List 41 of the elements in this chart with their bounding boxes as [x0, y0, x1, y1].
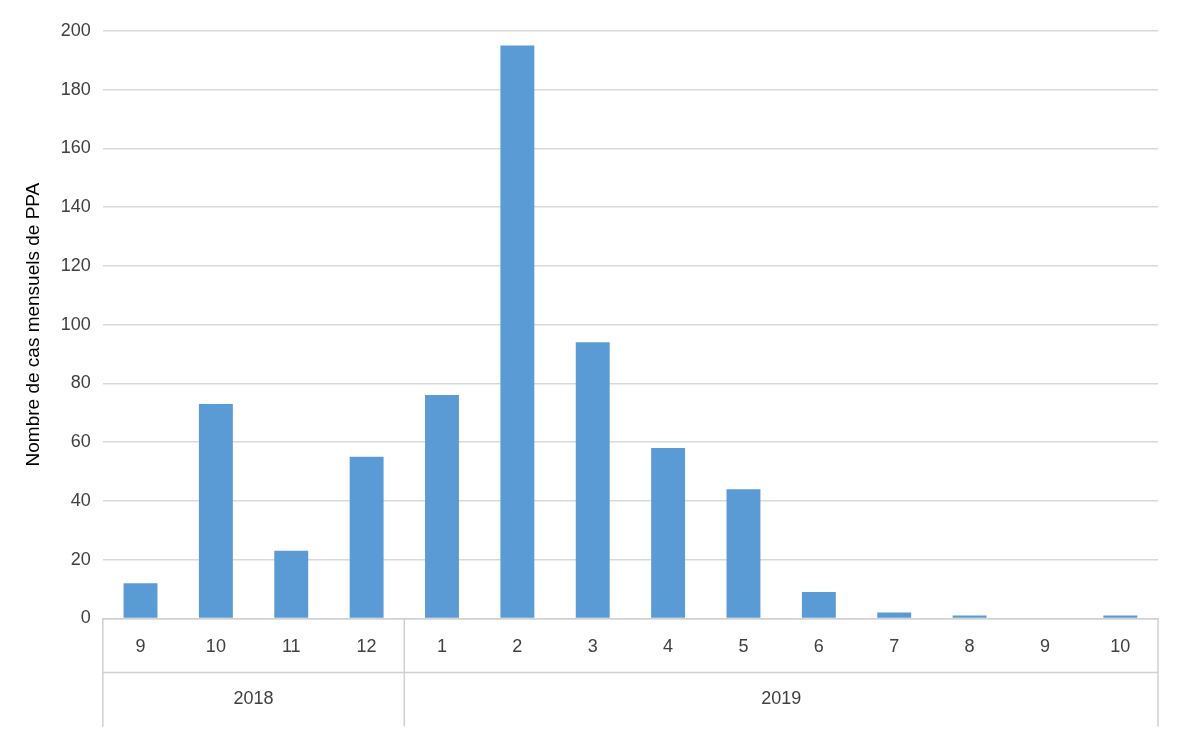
- bar: [726, 489, 761, 618]
- y-axis-title: Nombre de cas mensuels de PPA: [21, 182, 43, 467]
- bar: [349, 456, 384, 618]
- bar: [500, 45, 535, 618]
- x-tick-label: 4: [663, 636, 674, 657]
- y-tick-label: 100: [60, 313, 91, 334]
- bar: [575, 342, 610, 618]
- bar: [274, 550, 309, 618]
- x-tick-label: 9: [1039, 636, 1050, 657]
- text: 2018: [233, 688, 274, 709]
- y-tick-label: 140: [60, 196, 91, 217]
- x-tick-label: 9: [135, 636, 146, 657]
- y-tick-label: 160: [60, 137, 91, 158]
- x-tick-label: 10: [205, 636, 226, 657]
- bar: [651, 448, 686, 618]
- x-tick-label: 6: [813, 636, 824, 657]
- bar: [1103, 615, 1138, 618]
- bar: [123, 583, 158, 618]
- y-tick-label: 80: [70, 372, 91, 393]
- y-tick-label: 120: [60, 254, 91, 275]
- x-tick-label: 8: [964, 636, 975, 657]
- y-tick-label: 20: [70, 548, 91, 569]
- x-tick-label: 1: [436, 636, 447, 657]
- bar: [198, 403, 233, 618]
- x-tick-label: 3: [587, 636, 598, 657]
- y-tick-label: 60: [70, 431, 91, 452]
- text: 2019: [761, 688, 802, 709]
- x-tick-label: 11: [281, 636, 301, 657]
- x-tick-label: 7: [889, 636, 900, 657]
- y-tick-label: 180: [60, 78, 91, 99]
- x-tick-label: 12: [356, 636, 377, 657]
- y-tick-label: 0: [80, 607, 91, 628]
- x-tick-label: 10: [1110, 636, 1131, 657]
- y-tick-label: 200: [60, 19, 91, 40]
- bar: [425, 395, 459, 618]
- bar: [952, 615, 987, 618]
- bar: [877, 612, 912, 618]
- x-tick-label: 2: [512, 636, 523, 657]
- x-tick-label: 5: [738, 636, 749, 657]
- bar: [801, 591, 836, 618]
- y-tick-label: 40: [70, 489, 91, 510]
